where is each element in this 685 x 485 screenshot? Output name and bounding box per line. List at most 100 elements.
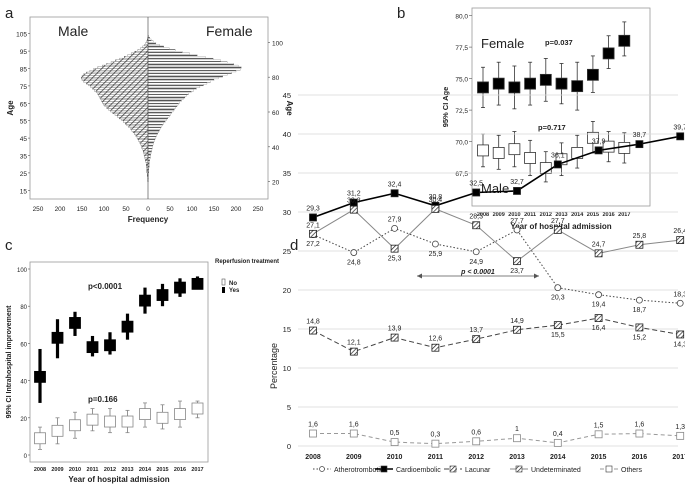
female-bar: [147, 132, 158, 135]
male-label: Male: [58, 23, 89, 39]
male-bar: [97, 66, 149, 69]
legend-swatch-no: [221, 278, 226, 286]
male-point: [477, 144, 489, 157]
y-tick: 10: [283, 364, 291, 373]
data-label: 16,4: [592, 325, 606, 332]
x-tick-right: 50: [166, 206, 174, 213]
x-tick: 2010: [508, 212, 520, 218]
data-point: [635, 429, 644, 438]
no-point: [69, 419, 81, 432]
data-label: 1: [515, 426, 519, 433]
x-tick: 2016: [602, 212, 614, 218]
male-bar: [89, 70, 149, 73]
female-bar: [147, 110, 174, 113]
male-bar: [106, 106, 149, 109]
y-tick: 80,0: [455, 14, 468, 21]
x-tick: 2011: [87, 467, 99, 473]
male-bar: [123, 120, 149, 123]
male-bar: [144, 157, 149, 160]
female-bar: [147, 44, 160, 47]
y-axis-label: Percentage: [269, 343, 279, 389]
x-tick-left: 250: [33, 206, 44, 213]
data-point: [472, 335, 481, 344]
female-bar: [147, 143, 154, 146]
y-tick-left: 75: [20, 84, 28, 91]
y-tick: 77,5: [455, 45, 468, 52]
data-label: 36,1: [551, 152, 565, 159]
data-label: 24,7: [592, 241, 606, 248]
data-label: 32,5: [469, 181, 483, 188]
panel-letter-a: a: [5, 5, 14, 22]
male-bar: [102, 103, 149, 106]
data-label: 24,8: [347, 260, 361, 267]
male-bar: [139, 141, 149, 144]
no-point: [104, 415, 116, 428]
male-bar: [135, 134, 149, 137]
female-bar: [147, 85, 201, 88]
data-point: [513, 226, 521, 234]
female-bar: [147, 136, 157, 139]
data-label: 25,9: [429, 251, 443, 258]
female-bar: [147, 97, 184, 100]
y-tick: 35: [283, 169, 291, 178]
yes-point: [51, 331, 64, 344]
data-label: 30,3: [347, 198, 361, 205]
female-bar: [147, 45, 164, 48]
male-bar: [86, 82, 149, 85]
female-bar: [147, 64, 239, 67]
female-bar: [147, 57, 214, 60]
female-bar: [147, 49, 176, 52]
y-tick: 15: [283, 325, 291, 334]
yes-point: [86, 341, 99, 354]
male-bar: [81, 75, 149, 78]
female-bar: [147, 56, 206, 59]
p-value-no: p=0.166: [88, 395, 118, 404]
female-bar: [147, 144, 153, 147]
panel-b-frame: [471, 7, 651, 207]
female-bar: [147, 96, 186, 99]
data-label: 30,8: [429, 194, 443, 201]
male-bar: [144, 44, 149, 47]
no-point: [86, 413, 99, 426]
male-bar: [145, 158, 149, 161]
data-point: [390, 189, 399, 198]
male-bar: [119, 57, 149, 60]
data-label: 20,3: [551, 295, 565, 302]
panel-letter-c: c: [5, 237, 13, 254]
male-bar: [92, 87, 149, 90]
legend-label-yes: Yes: [229, 288, 240, 294]
y-tick: 60: [20, 342, 27, 348]
data-label: 0,5: [390, 430, 400, 437]
y-axis-label-right: Age: [285, 100, 294, 116]
female-bar: [147, 73, 228, 76]
yes-point: [104, 339, 116, 352]
arrow-head-left: [417, 273, 422, 279]
male-bar: [134, 51, 149, 53]
data-point: [309, 213, 317, 222]
data-point: [390, 438, 399, 447]
female-bar: [147, 146, 153, 149]
panel-a: a Male Female 105 95 85 75 65 55 45 35 25 15 100 80 60…: [5, 5, 294, 224]
data-label: 18,7: [633, 307, 647, 314]
female-bar: [147, 94, 187, 97]
data-label: 19,4: [592, 302, 606, 309]
male-bar: [110, 110, 149, 113]
data-point: [635, 140, 644, 149]
data-label: 18,3: [673, 291, 685, 298]
legend-label: Others: [621, 467, 643, 474]
y-tick-left: 65: [20, 101, 28, 108]
data-point: [349, 347, 358, 356]
data-point: [309, 429, 317, 438]
y-axis-label: 95% CI Age: [441, 87, 450, 128]
male-bar: [137, 49, 149, 52]
y-tick-left: 25: [20, 171, 28, 178]
male-bar: [86, 71, 149, 74]
female-point: [508, 81, 521, 94]
legend-marker: [449, 465, 457, 473]
data-point: [636, 296, 643, 304]
data-point: [676, 431, 685, 440]
x-tick: 2017: [672, 454, 685, 461]
no-point: [34, 432, 46, 445]
x-tick: 2012: [104, 467, 116, 473]
